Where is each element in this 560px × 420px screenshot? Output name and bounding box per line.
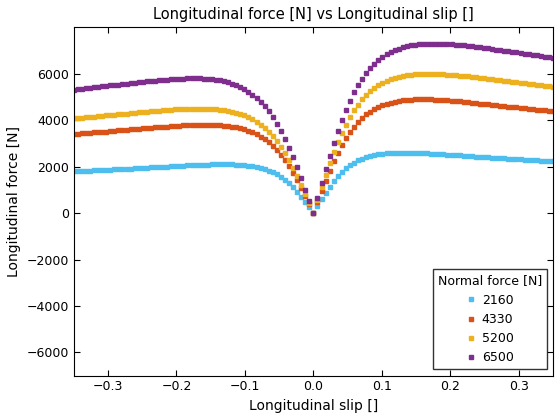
4330: [419, 97, 426, 102]
4330: [489, 102, 496, 108]
6500: [550, 55, 557, 60]
2160: [168, 164, 175, 169]
2160: [221, 162, 227, 167]
6500: [221, 79, 227, 84]
4330: [310, 210, 317, 215]
5200: [550, 84, 557, 89]
6500: [464, 43, 471, 48]
X-axis label: Longitudinal slip []: Longitudinal slip []: [249, 399, 378, 413]
4330: [428, 97, 435, 102]
2160: [489, 155, 496, 160]
2160: [399, 150, 406, 155]
5200: [310, 210, 317, 215]
5200: [424, 71, 431, 76]
Title: Longitudinal force [N] vs Longitudinal slip []: Longitudinal force [N] vs Longitudinal s…: [153, 7, 474, 22]
4330: [550, 109, 557, 114]
6500: [424, 41, 431, 46]
5200: [428, 71, 435, 76]
Line: 5200: 5200: [72, 72, 555, 215]
4330: [464, 100, 471, 105]
5200: [354, 102, 361, 107]
2160: [310, 210, 317, 215]
2160: [428, 151, 435, 156]
2160: [550, 159, 557, 164]
5200: [464, 74, 471, 79]
5200: [489, 77, 496, 82]
2160: [464, 153, 471, 158]
Legend: 2160, 4330, 5200, 6500: 2160, 4330, 5200, 6500: [432, 269, 547, 369]
6500: [168, 77, 175, 82]
6500: [489, 47, 496, 52]
4330: [71, 131, 77, 136]
Y-axis label: Longitudinal force [N]: Longitudinal force [N]: [7, 126, 21, 277]
6500: [310, 210, 317, 215]
Line: 6500: 6500: [72, 42, 555, 215]
6500: [354, 83, 361, 88]
Line: 4330: 4330: [72, 97, 555, 215]
6500: [432, 41, 438, 46]
5200: [71, 116, 77, 121]
2160: [354, 158, 361, 163]
5200: [221, 108, 227, 113]
4330: [221, 123, 227, 128]
2160: [71, 169, 77, 174]
5200: [168, 107, 175, 112]
6500: [71, 87, 77, 92]
Line: 2160: 2160: [72, 151, 555, 215]
4330: [354, 119, 361, 124]
4330: [168, 124, 175, 129]
